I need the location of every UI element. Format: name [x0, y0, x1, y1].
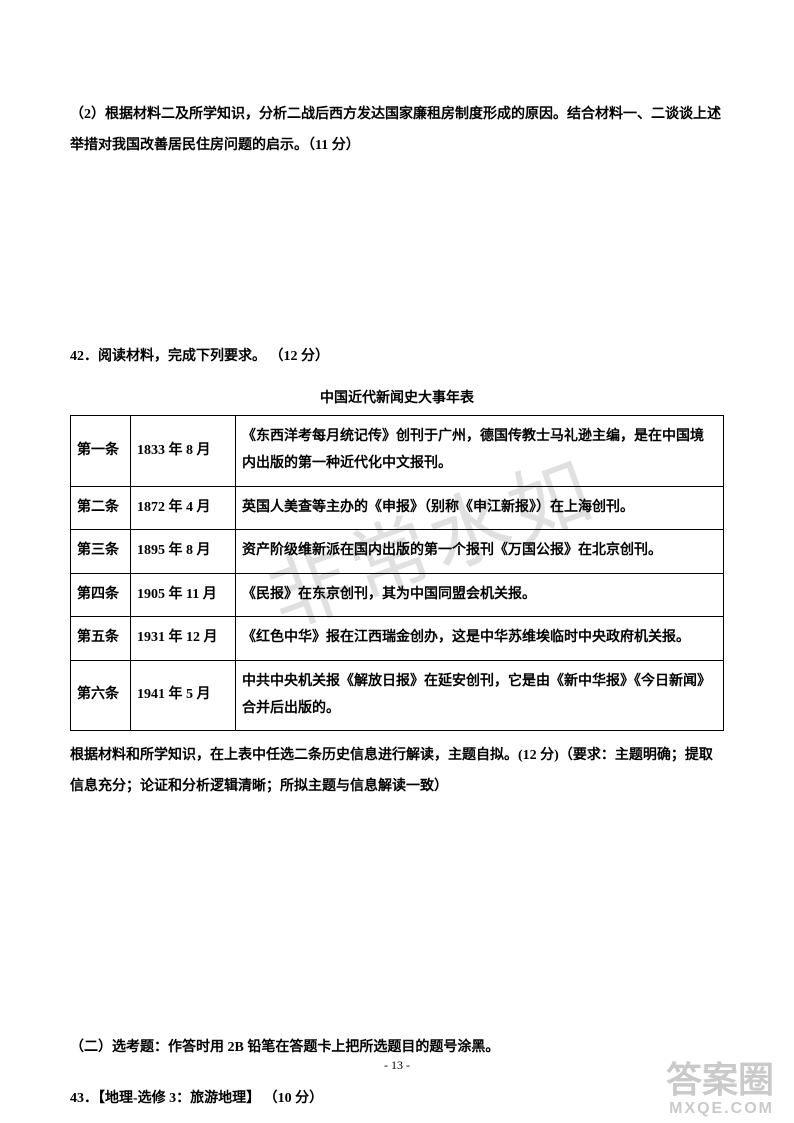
table-row: 第四条 1905 年 11 月 《民报》在东京创刊，其为中国同盟会机关报。 — [71, 573, 724, 617]
table-row: 第一条 1833 年 8 月 《东西洋考每月统记传》创刊于广州，德国传教士马礼逊… — [71, 416, 724, 486]
row-content: 《红色中华》报在江西瑞金创办，这是中华苏维埃临时中央政府机关报。 — [236, 617, 724, 661]
row-num: 第四条 — [71, 573, 131, 617]
row-num: 第三条 — [71, 530, 131, 574]
table-title: 中国近代新闻史大事年表 — [70, 387, 724, 407]
question-42-instruction: 根据材料和所学知识，在上表中任选二条历史信息进行解读，主题自拟。(12 分)（要… — [70, 741, 724, 803]
row-content: 《东西洋考每月统记传》创刊于广州，德国传教士马礼逊主编，是在中国境内出版的第一种… — [236, 416, 724, 486]
table-row: 第三条 1895 年 8 月 资产阶级维新派在国内出版的第一个报刊《万国公报》在… — [71, 530, 724, 574]
row-date: 1931 年 12 月 — [131, 617, 236, 661]
table-row: 第六条 1941 年 5 月 中共中央机关报《解放日报》在延安创刊，它是由《新中… — [71, 660, 724, 730]
question-42-label: 42．阅读材料，完成下列要求。 （12 分） — [70, 342, 724, 373]
row-num: 第六条 — [71, 660, 131, 730]
row-content: 中共中央机关报《解放日报》在延安创刊，它是由《新中华报》《今日新闻》合并后出版的… — [236, 660, 724, 730]
row-date: 1833 年 8 月 — [131, 416, 236, 486]
table-row: 第五条 1931 年 12 月 《红色中华》报在江西瑞金创办，这是中华苏维埃临时… — [71, 617, 724, 661]
content-area: （2）根据材料二及所学知识，分析二战后西方发达国家廉租房制度形成的原因。结合材料… — [70, 100, 724, 1114]
question-2-text: （2）根据材料二及所学知识，分析二战后西方发达国家廉租房制度形成的原因。结合材料… — [70, 100, 724, 162]
news-history-table: 第一条 1833 年 8 月 《东西洋考每月统记传》创刊于广州，德国传教士马礼逊… — [70, 415, 724, 731]
question-42-container: 42．阅读材料，完成下列要求。 （12 分） 中国近代新闻史大事年表 第一条 1… — [70, 342, 724, 803]
row-content: 《民报》在东京创刊，其为中国同盟会机关报。 — [236, 573, 724, 617]
row-date: 1941 年 5 月 — [131, 660, 236, 730]
row-num: 第五条 — [71, 617, 131, 661]
question-43-text: 43．【地理-选修 3：旅游地理】 （10 分） — [70, 1084, 724, 1115]
row-content: 英国人美查等主办的《申报》（别称《申江新报》）在上海创刊。 — [236, 486, 724, 530]
row-num: 第一条 — [71, 416, 131, 486]
table-row: 第二条 1872 年 4 月 英国人美查等主办的《申报》（别称《申江新报》）在上… — [71, 486, 724, 530]
row-date: 1872 年 4 月 — [131, 486, 236, 530]
row-date: 1895 年 8 月 — [131, 530, 236, 574]
row-num: 第二条 — [71, 486, 131, 530]
section-two-label: （二）选考题：作答时用 2B 铅笔在答题卡上把所选题目的题号涂黑。 — [70, 1033, 724, 1064]
row-date: 1905 年 11 月 — [131, 573, 236, 617]
row-content: 资产阶级维新派在国内出版的第一个报刊《万国公报》在北京创刊。 — [236, 530, 724, 574]
